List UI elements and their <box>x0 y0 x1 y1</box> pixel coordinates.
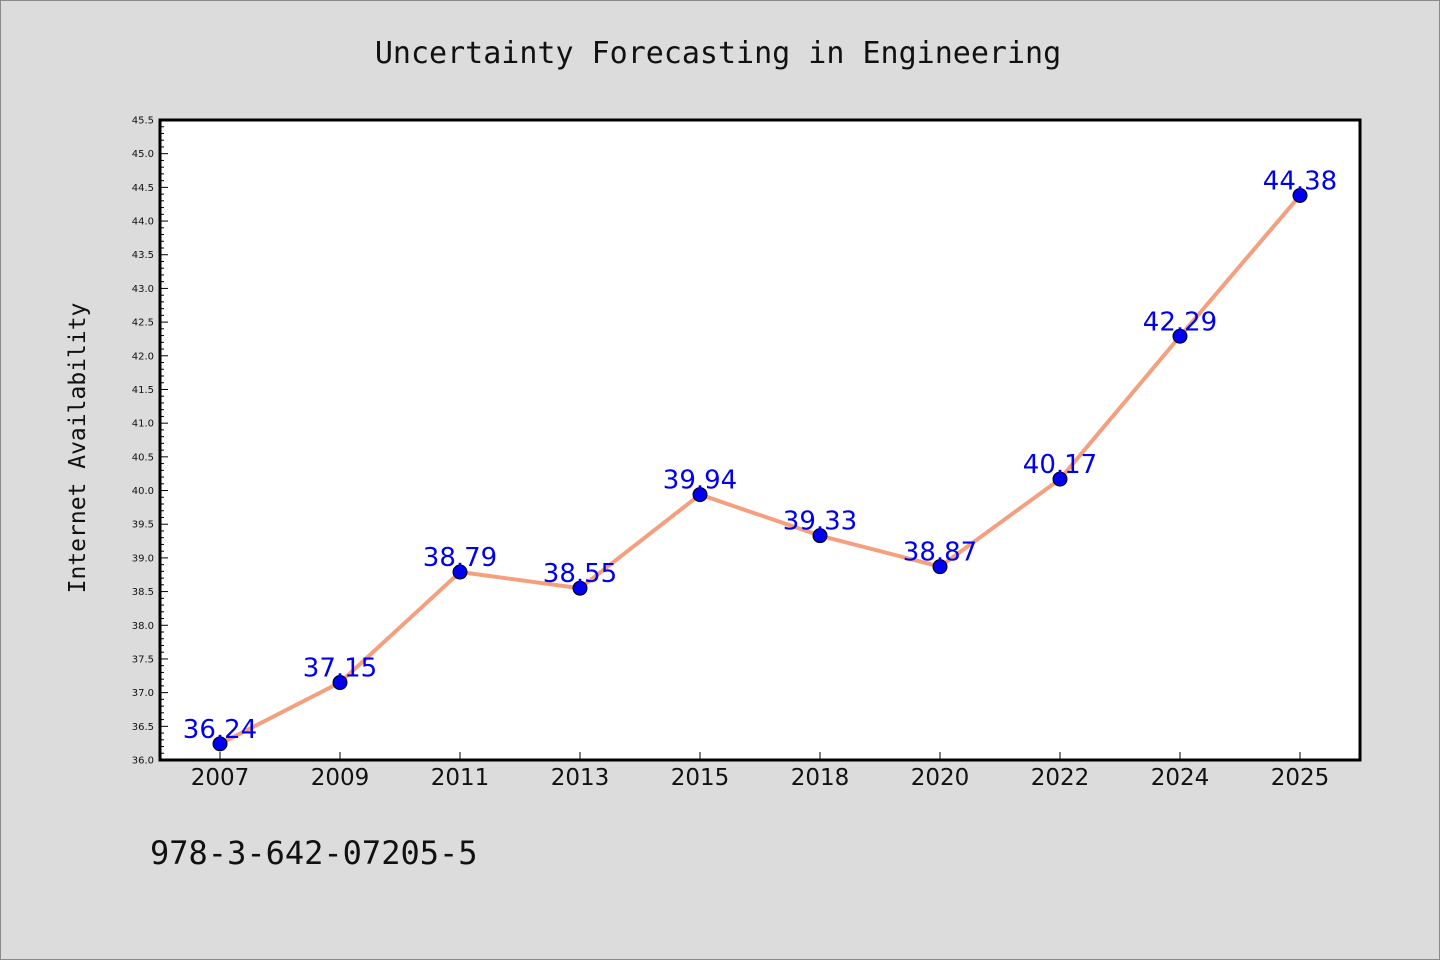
y-tick-label: 37.5 <box>132 654 154 665</box>
data-label-group: 36.24 37.15 38.79 38.55 39.94 39.33 38.87 40.17… <box>183 166 1337 744</box>
y-tick-label: 40.0 <box>132 486 154 497</box>
x-tick-label: 2011 <box>431 765 490 791</box>
y-tick-label: 43.0 <box>132 284 154 295</box>
data-point-marker <box>452 564 468 580</box>
x-tick-label: 2013 <box>551 765 610 791</box>
isbn-label: 978-3-642-07205-5 <box>150 834 478 872</box>
data-label: 39.94 <box>663 466 737 496</box>
data-point-marker <box>692 487 708 503</box>
y-tick-label: 37.0 <box>132 688 154 699</box>
x-tick-label: 2007 <box>191 765 250 791</box>
x-tick-label: 2022 <box>1031 765 1090 791</box>
y-tick-label: 39.0 <box>132 553 154 564</box>
data-point-marker <box>1292 187 1308 203</box>
x-tick-label: 2018 <box>791 765 850 791</box>
y-tick-label: 40.5 <box>132 452 154 463</box>
x-tick-label: 2020 <box>911 765 970 791</box>
marker-group <box>212 187 1308 752</box>
y-tick-label: 38.5 <box>132 587 154 598</box>
data-label: 44.38 <box>1263 166 1337 196</box>
series-line-group <box>219 194 1302 746</box>
y-tick-label: 43.5 <box>132 250 154 261</box>
data-point-marker <box>332 675 348 691</box>
data-point-marker <box>212 736 228 752</box>
data-label: 42.29 <box>1143 307 1217 337</box>
y-tick-label: 36.0 <box>132 756 154 767</box>
data-label: 37.15 <box>303 654 377 684</box>
y-tick-label: 38.0 <box>132 621 154 632</box>
series-line <box>219 194 1302 746</box>
data-label: 38.55 <box>543 559 617 589</box>
x-tick-label: 2025 <box>1271 765 1330 791</box>
data-point-marker <box>1052 471 1068 487</box>
x-axis: 2007 2009 2011 2013 2015 2018 2020 2022 2024 2025 <box>191 752 1330 791</box>
chart-title: Uncertainty Forecasting in Engineering <box>375 36 1061 71</box>
data-label: 40.17 <box>1023 450 1097 480</box>
data-label: 38.87 <box>903 538 977 568</box>
data-label: 36.24 <box>183 715 257 745</box>
data-point-marker <box>812 528 828 544</box>
y-axis: 36.0 36.5 37.0 37.5 38.0 38.5 39.0 39.5 40.0 40.5… <box>132 116 168 767</box>
y-tick-label: 41.0 <box>132 419 154 430</box>
data-point-marker <box>1172 328 1188 344</box>
y-axis-label: Internet Availability <box>65 303 91 594</box>
data-label: 38.79 <box>423 543 497 573</box>
y-tick-label: 44.0 <box>132 217 154 228</box>
y-tick-label: 41.5 <box>132 385 154 396</box>
y-tick-label: 42.0 <box>132 351 154 362</box>
y-tick-label: 44.5 <box>132 183 154 194</box>
y-tick-label: 39.5 <box>132 520 154 531</box>
y-tick-label: 45.0 <box>132 149 154 160</box>
x-tick-label: 2009 <box>311 765 370 791</box>
y-tick-label: 45.5 <box>132 116 154 127</box>
data-point-marker <box>932 559 948 575</box>
y-tick-label: 36.5 <box>132 722 154 733</box>
x-tick-label: 2024 <box>1151 765 1210 791</box>
x-tick-label: 2015 <box>671 765 730 791</box>
data-point-marker <box>572 580 588 596</box>
y-tick-label: 42.5 <box>132 318 154 329</box>
data-label: 39.33 <box>783 507 857 537</box>
plot-area <box>158 118 1362 762</box>
